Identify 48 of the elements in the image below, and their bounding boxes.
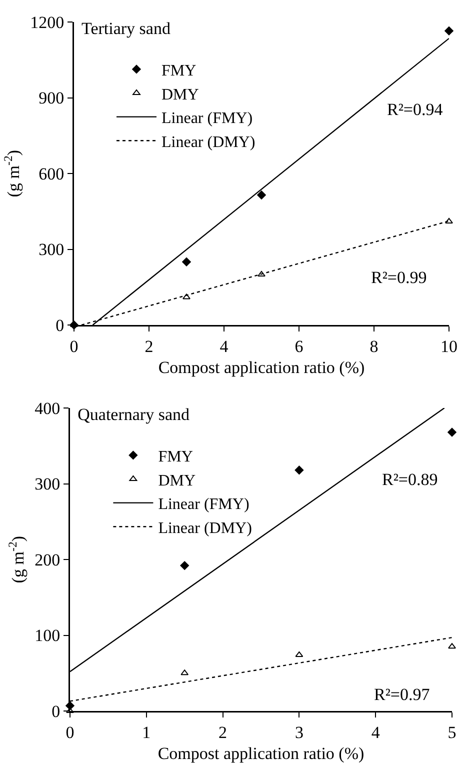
- legend-label: FMY: [158, 448, 194, 466]
- annotation: R²=0.97: [374, 685, 430, 704]
- x-tick-label: 1: [142, 722, 151, 742]
- y-tick-label: 200: [34, 550, 60, 570]
- y-tick-label: 400: [34, 398, 60, 418]
- y-tick-label: 300: [38, 240, 64, 260]
- y-tick-label: 900: [38, 88, 64, 108]
- y-tick-label: 100: [34, 626, 60, 646]
- point: [294, 466, 304, 475]
- point: [182, 257, 191, 266]
- chart-title: Quaternary sand: [78, 404, 190, 424]
- point: [445, 218, 453, 224]
- x-tick-label: 4: [220, 336, 229, 356]
- legend-label: DMY: [158, 472, 196, 490]
- x-tick-label: 8: [370, 336, 378, 356]
- x-tick-label: 2: [144, 336, 154, 356]
- y-tick-label: 300: [34, 474, 60, 494]
- y-tick-label: 1200: [30, 12, 64, 32]
- legend-label: FMY: [162, 62, 197, 80]
- legend-label: Linear (DMY): [162, 134, 256, 151]
- y-tick-label: 0: [52, 702, 60, 721]
- chart-title: Tertiary sand: [82, 18, 171, 38]
- point: [448, 643, 456, 649]
- point: [444, 26, 454, 36]
- annotation: R²=0.94: [387, 100, 444, 119]
- legend-label: DMY: [162, 86, 200, 104]
- x-tick-label: 5: [448, 722, 456, 742]
- x-tick-label: 0: [70, 336, 78, 356]
- x-axis-title: Compost application ratio (%): [158, 358, 365, 378]
- point: [180, 561, 189, 570]
- point: [182, 294, 190, 300]
- x-tick-label: 10: [440, 336, 458, 356]
- legend-label: Linear (FMY): [162, 110, 253, 128]
- point: [448, 428, 456, 437]
- annotation: R²=0.99: [371, 268, 427, 287]
- annotation: R²=0.89: [382, 470, 438, 489]
- point: [180, 670, 189, 676]
- y-tick-label: 0: [56, 316, 64, 335]
- x-tick-label: 3: [294, 722, 304, 742]
- x-axis-title: Compost application ratio (%): [158, 744, 364, 764]
- legend-label: Linear (FMY): [158, 496, 250, 514]
- point: [295, 651, 304, 657]
- legend-label: Linear (DMY): [158, 520, 252, 537]
- x-tick-label: 4: [371, 722, 380, 742]
- x-tick-label: 6: [294, 336, 304, 356]
- point: [257, 190, 266, 200]
- x-tick-label: 2: [218, 722, 228, 742]
- y-tick-label: 600: [38, 164, 64, 184]
